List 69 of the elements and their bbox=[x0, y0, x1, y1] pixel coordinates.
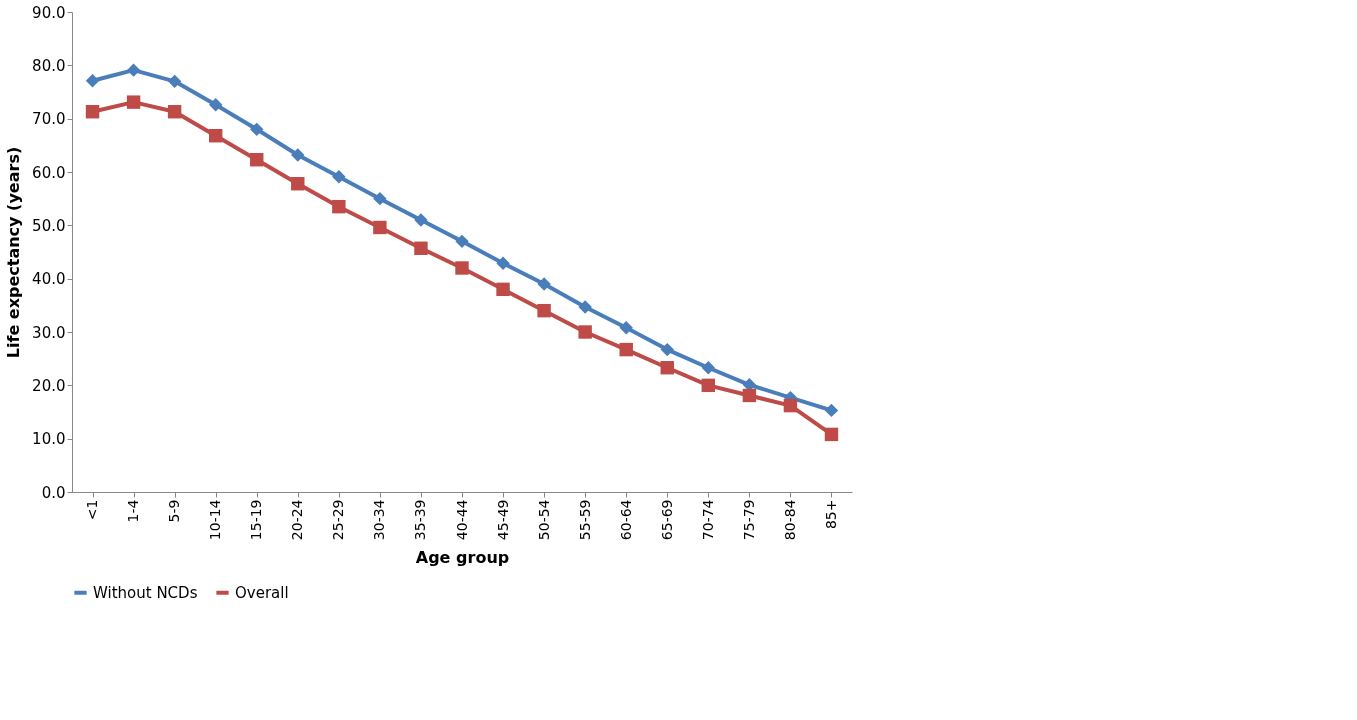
y-tick-label: 90.0 bbox=[32, 3, 66, 22]
x-tick-label: 15-19 bbox=[248, 499, 265, 541]
point bbox=[373, 191, 387, 206]
x-tick-label: 60-64 bbox=[617, 499, 634, 541]
point bbox=[537, 277, 551, 291]
x-tick-label: 80-84 bbox=[781, 499, 798, 541]
point bbox=[824, 403, 839, 418]
x-tick-label: 50-54 bbox=[535, 499, 552, 541]
x-tick-label: 65-69 bbox=[658, 499, 675, 541]
point bbox=[291, 177, 305, 191]
x-axis-title: Age group bbox=[415, 548, 510, 568]
x-tick-label: 25-29 bbox=[330, 499, 347, 541]
point bbox=[537, 303, 551, 318]
y-tick-label: 80.0 bbox=[32, 56, 66, 75]
point bbox=[414, 241, 428, 255]
x-tick-label: 35-39 bbox=[412, 499, 429, 541]
x-tick-label: 55-59 bbox=[576, 499, 593, 541]
point bbox=[660, 361, 674, 375]
point bbox=[455, 234, 469, 249]
point bbox=[496, 282, 510, 297]
point bbox=[126, 63, 141, 77]
x-tick-label: 1-4 bbox=[125, 499, 142, 523]
point bbox=[332, 170, 346, 184]
point bbox=[167, 105, 182, 119]
point bbox=[619, 321, 633, 335]
y-tick-label: 10.0 bbox=[32, 430, 66, 449]
point bbox=[824, 427, 839, 442]
point bbox=[126, 95, 141, 109]
point bbox=[578, 300, 592, 314]
x-tick-label: 75-79 bbox=[740, 499, 757, 541]
x-tick-label: 5-9 bbox=[166, 499, 183, 523]
point bbox=[85, 74, 100, 88]
x-tick-label: 30-34 bbox=[371, 499, 388, 541]
point bbox=[619, 342, 633, 357]
point bbox=[250, 122, 264, 137]
point bbox=[167, 74, 182, 89]
point bbox=[742, 388, 757, 403]
x-tick-label: 10-14 bbox=[207, 499, 224, 541]
point bbox=[373, 220, 387, 235]
point bbox=[332, 199, 346, 214]
legend-label: Without NCDs bbox=[93, 583, 198, 602]
point bbox=[783, 398, 798, 413]
x-tick-label: 20-24 bbox=[289, 499, 306, 541]
point bbox=[414, 213, 428, 227]
point bbox=[660, 342, 674, 357]
y-tick-label: 50.0 bbox=[32, 216, 66, 235]
y-tick-label: 70.0 bbox=[32, 110, 66, 129]
legend-label: Overall bbox=[235, 583, 289, 602]
point bbox=[701, 378, 716, 393]
y-tick-label: 30.0 bbox=[32, 323, 66, 342]
x-tick-label: <1 bbox=[84, 499, 101, 521]
point bbox=[250, 153, 264, 167]
point bbox=[85, 105, 100, 119]
x-tick-label: 40-44 bbox=[453, 499, 470, 541]
y-tick-label: 60.0 bbox=[32, 163, 66, 182]
point bbox=[578, 325, 592, 339]
point bbox=[496, 256, 510, 270]
x-tick-label: 85+ bbox=[822, 499, 839, 530]
y-tick-label: 20.0 bbox=[32, 376, 66, 395]
point bbox=[701, 361, 716, 375]
x-tick-label: 70-74 bbox=[699, 499, 716, 541]
y-tick-label: 0.0 bbox=[41, 483, 66, 502]
point bbox=[208, 98, 223, 112]
y-tick-label: 40.0 bbox=[32, 270, 66, 289]
point bbox=[455, 261, 469, 275]
point bbox=[208, 129, 223, 143]
y-axis-title: Life expectancy (years) bbox=[4, 146, 24, 359]
point bbox=[291, 148, 305, 162]
x-tick-label: 45-49 bbox=[494, 499, 511, 541]
